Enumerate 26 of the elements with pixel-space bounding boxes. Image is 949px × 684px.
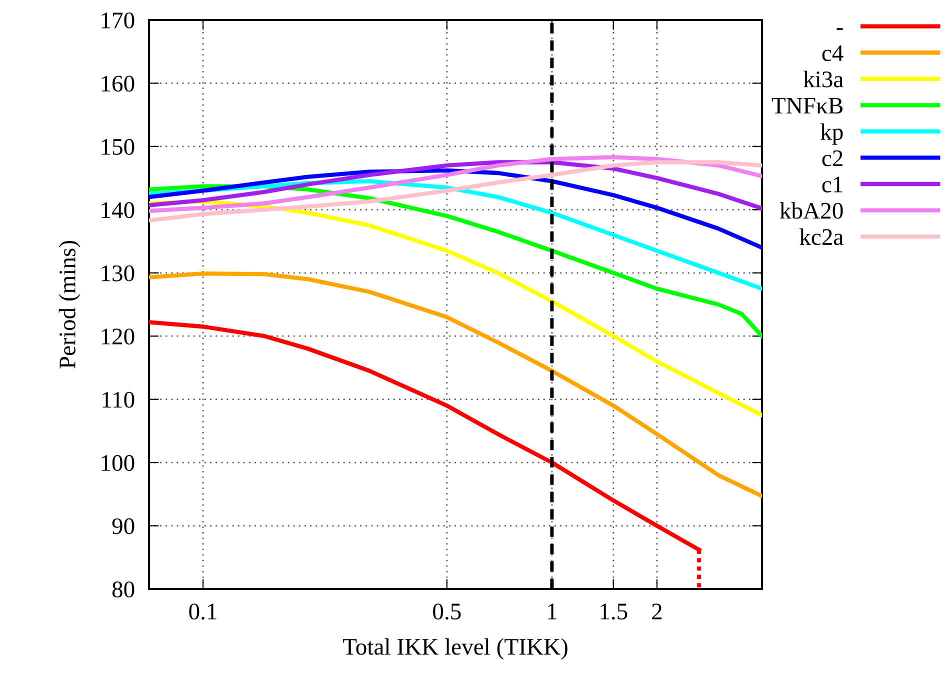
y-tick-label: 120 — [102, 328, 134, 345]
x-axis-title: Total IKK level (TIKK) — [343, 638, 568, 660]
x-tick-label: 0.5 — [433, 604, 461, 620]
x-tick-label: 0.1 — [189, 604, 216, 620]
legend-label: - — [836, 28, 843, 30]
x-tick-label: 2 — [652, 604, 662, 620]
legend-label: c2 — [822, 150, 842, 166]
y-tick-label: 80 — [112, 581, 134, 598]
y-tick-label: 90 — [112, 518, 134, 534]
y-tick-label: 160 — [102, 76, 134, 92]
legend-label: c4 — [822, 45, 844, 62]
y-tick-label: 170 — [102, 12, 134, 28]
x-tick-label: 1 — [548, 604, 556, 620]
legend-label: TNFκB — [772, 98, 843, 114]
legend-label: c1 — [822, 176, 842, 192]
y-tick-label: 150 — [102, 138, 134, 155]
x-tick-label: 1.5 — [600, 604, 628, 620]
y-tick-label: 110 — [102, 392, 134, 408]
legend-label: kbA20 — [780, 202, 843, 219]
y-tick-label: 100 — [102, 455, 134, 471]
y-tick-label: 140 — [102, 202, 134, 218]
legend-label: ki3a — [803, 70, 844, 88]
legend-label: kp — [820, 123, 843, 145]
y-tick-label: 130 — [102, 265, 134, 282]
y-axis-title: Period (mins) — [58, 240, 80, 368]
legend-label: kc2a — [800, 228, 844, 246]
